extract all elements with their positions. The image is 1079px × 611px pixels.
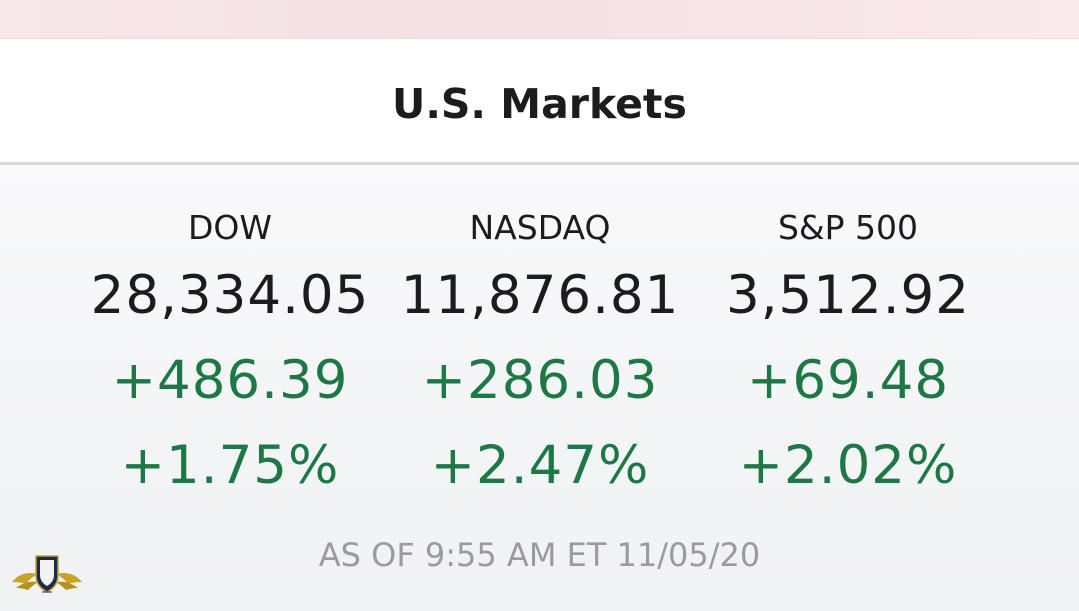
arab-defense-forum-logo-icon: [12, 555, 82, 593]
index-price: 11,876.81: [400, 265, 680, 326]
index-percent: +1.75%: [120, 435, 340, 496]
index-price: 28,334.05: [90, 265, 370, 326]
top-banner: [0, 0, 1079, 39]
index-change: +286.03: [421, 350, 659, 411]
index-percent: +2.02%: [738, 435, 958, 496]
as-of-timestamp: AS OF 9:55 AM ET 11/05/20: [318, 536, 761, 574]
index-price: 3,512.92: [725, 265, 970, 326]
page-title: U.S. Markets: [392, 80, 687, 128]
markets-panel: DOW 28,334.05 +486.39 +1.75% NASDAQ 11,8…: [0, 165, 1079, 611]
index-change: +486.39: [111, 350, 349, 411]
index-change: +69.48: [746, 350, 950, 411]
index-name: NASDAQ: [469, 208, 611, 247]
index-name: S&P 500: [777, 208, 919, 247]
index-name: DOW: [187, 208, 272, 247]
index-percent: +2.47%: [430, 435, 650, 496]
header: [0, 39, 1079, 165]
